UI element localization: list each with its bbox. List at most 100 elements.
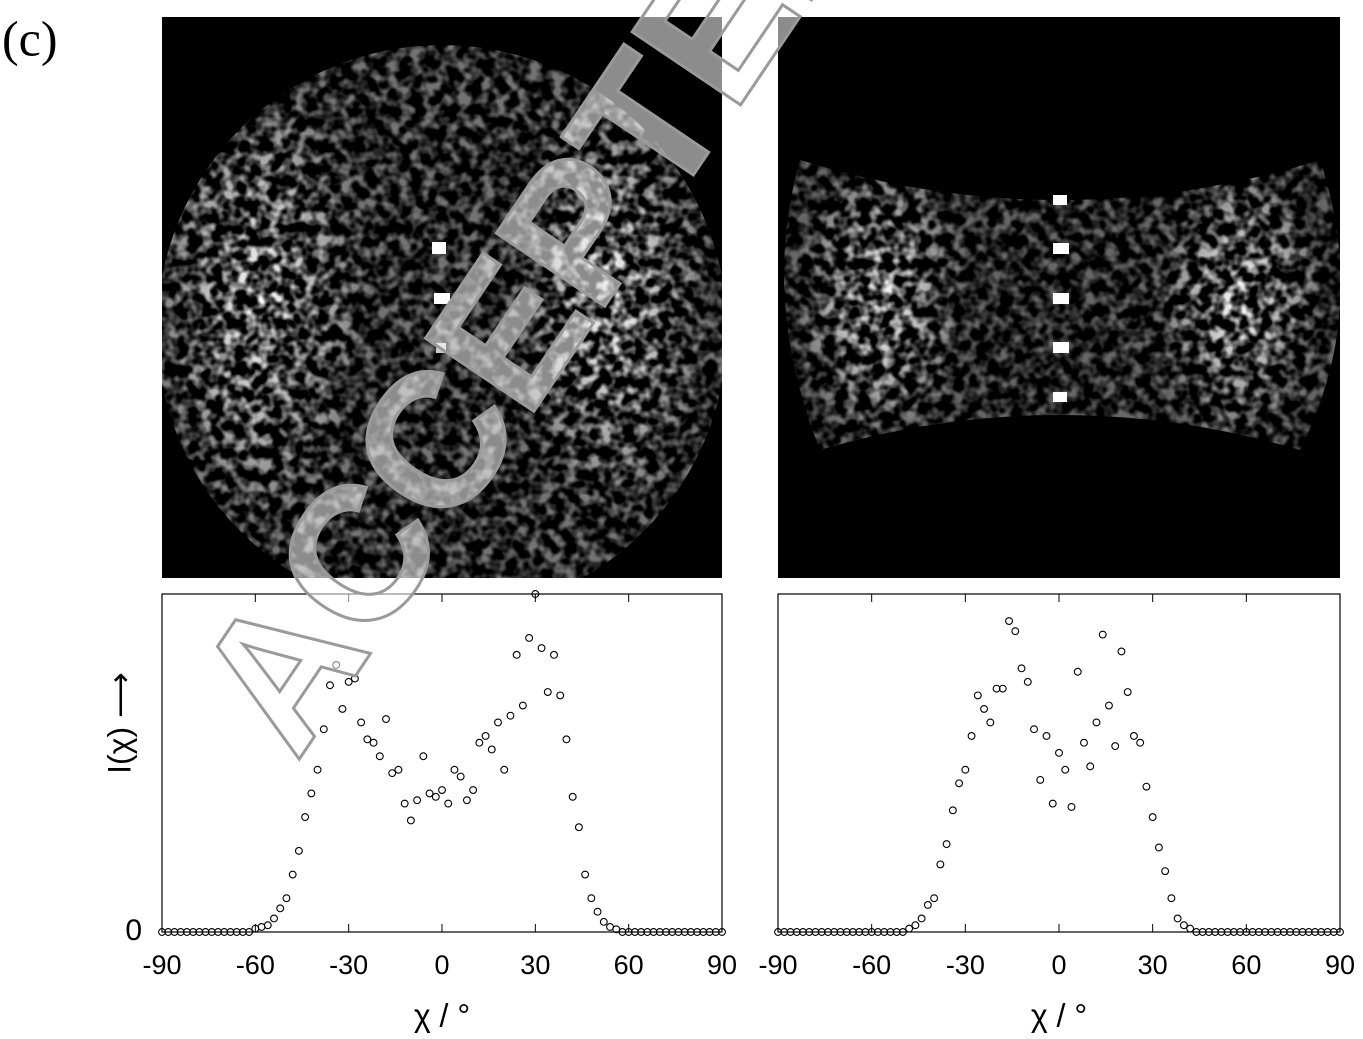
data-point [680,928,689,936]
data-point [363,735,372,744]
data-point [288,870,297,879]
data-point [394,765,403,774]
data-point [799,928,807,936]
data-point [824,928,832,936]
data-point [189,928,198,936]
data-point [830,928,839,936]
data-point [525,633,534,642]
x-tick-label: -60 [236,950,275,980]
data-point [375,752,384,761]
data-point [718,928,726,936]
data-point [699,928,708,936]
data-point [382,715,390,724]
data-point [543,688,552,696]
data-point [1229,928,1238,936]
data-point [705,928,714,936]
data-point [1073,667,1082,676]
data-point [624,928,633,936]
data-point [1042,732,1051,740]
x-tick-label: 30 [1138,950,1168,980]
data-point [898,928,907,936]
data-point [1223,928,1232,936]
data-point [1142,782,1151,791]
data-point [1329,928,1338,936]
data-point [568,792,577,801]
data-point [805,928,814,936]
data-point [1154,843,1163,852]
data-point [1261,928,1270,936]
data-point [494,718,502,727]
data-point [1092,718,1101,727]
data-point [1086,762,1095,771]
data-point [1273,928,1282,936]
data-point [861,928,870,936]
data-point [413,796,422,805]
detector-image-right [778,17,1340,578]
data-point [693,928,702,936]
data-point [1055,748,1063,757]
data-point [786,928,795,936]
data-point [1211,928,1220,936]
data-point [992,684,1001,693]
data-point [1173,914,1182,923]
data-point [1242,928,1251,936]
data-point [350,674,359,683]
data-point [1036,775,1045,784]
data-point [1017,664,1026,673]
data-point [338,704,347,713]
data-point [674,928,683,936]
data-point [955,779,964,788]
data-point [456,772,465,781]
data-point [263,921,272,930]
data-point [1048,799,1057,808]
data-point [232,928,241,936]
data-point [655,928,664,936]
data-point [1179,921,1188,930]
data-point [892,928,901,936]
data-point [406,816,415,825]
data-point [419,752,428,761]
data-point [1254,928,1263,936]
data-point [1111,742,1120,751]
data-point [1030,725,1038,734]
data-point [1067,802,1076,811]
data-point [487,745,496,754]
data-point [662,928,670,936]
data-point [948,806,957,815]
data-point [842,928,851,936]
data-point [207,928,216,936]
data-point [1286,928,1294,936]
x-tick-label: 30 [520,950,550,980]
x-tick-label: 90 [1325,950,1355,980]
data-point [369,738,378,747]
data-point [1298,928,1307,936]
data-point [550,650,558,659]
data-point [282,894,291,903]
data-point [319,725,328,734]
data-point [1167,894,1176,903]
data-point [450,765,459,774]
data-point [469,786,478,794]
x-tick-label: -90 [758,950,797,980]
data-point [973,691,982,700]
data-point [998,684,1007,693]
data-point [711,928,720,936]
data-point [574,823,583,832]
x-tick-label: 0 [1051,950,1066,980]
data-point [1005,617,1013,625]
x-tick-label: 60 [614,950,644,980]
data-point [1292,928,1301,936]
data-point [911,921,920,930]
data-point [438,786,446,794]
data-point [980,704,989,713]
data-point [431,792,440,801]
data-point [1279,928,1288,936]
data-point [686,928,695,936]
data-point [1198,928,1207,936]
data-point [556,691,565,700]
data-point [344,677,353,686]
x-tick-label: -60 [852,950,891,980]
data-point [1011,627,1020,636]
data-point [867,928,876,936]
data-point [593,907,602,916]
